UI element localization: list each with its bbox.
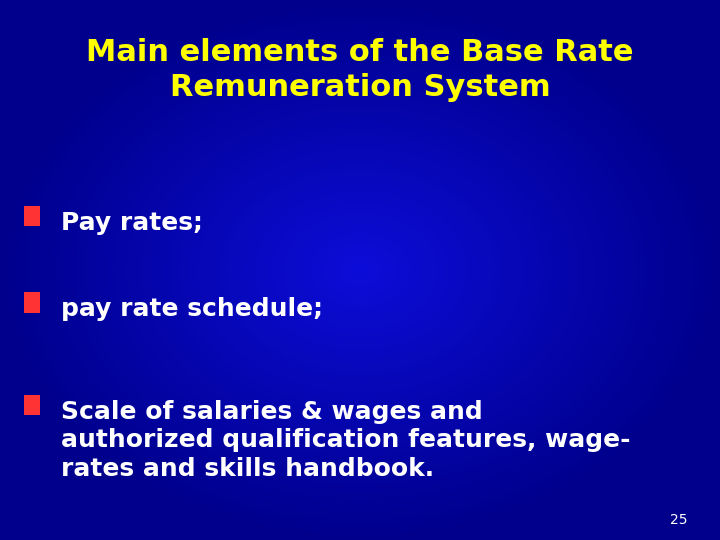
FancyBboxPatch shape: [24, 395, 40, 415]
FancyBboxPatch shape: [24, 206, 40, 226]
Text: Main elements of the Base Rate
Remuneration System: Main elements of the Base Rate Remunerat…: [86, 38, 634, 102]
FancyBboxPatch shape: [24, 292, 40, 313]
Text: pay rate schedule;: pay rate schedule;: [61, 297, 323, 321]
Text: Pay rates;: Pay rates;: [61, 211, 203, 234]
Text: 25: 25: [670, 512, 688, 526]
Text: Scale of salaries & wages and
authorized qualification features, wage-
rates and: Scale of salaries & wages and authorized…: [61, 400, 631, 481]
